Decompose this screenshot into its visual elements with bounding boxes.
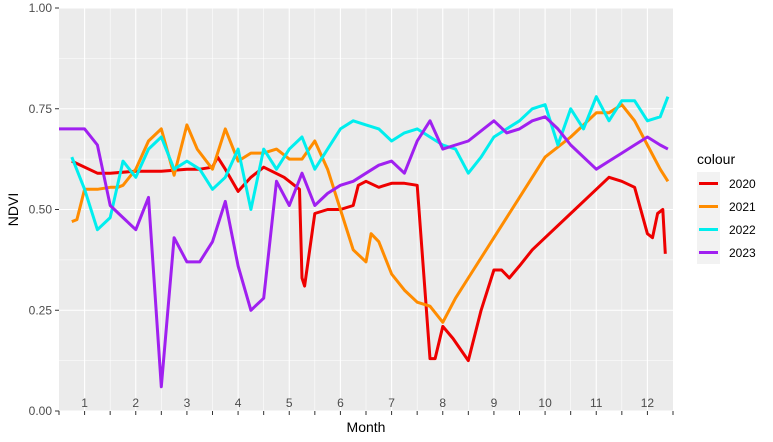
series-line-2023: [59, 115, 669, 389]
x-tick-label: 8: [439, 396, 446, 410]
x-tick-label: 3: [184, 396, 191, 410]
x-tick-label: 4: [235, 396, 242, 410]
legend-label-2022: 2022: [729, 223, 756, 237]
x-tick-label: 9: [491, 396, 498, 410]
y-tick-label: 0.75: [29, 102, 53, 116]
legend-title: colour: [697, 151, 735, 167]
legend-label-2021: 2021: [729, 200, 756, 214]
x-tick-label: 7: [388, 396, 395, 410]
legend-label-2020: 2020: [729, 177, 756, 191]
y-axis-title: NDVI: [5, 193, 21, 226]
y-tick-label: 0.00: [29, 404, 53, 418]
x-tick-label: 1: [81, 396, 88, 410]
x-tick-label: 6: [337, 396, 344, 410]
x-tick-label: 10: [538, 396, 552, 410]
y-tick-label: 0.50: [29, 203, 53, 217]
data-series: [59, 95, 670, 389]
y-tick-label: 0.25: [29, 303, 53, 317]
x-tick-label: 2: [132, 396, 139, 410]
x-tick-label: 5: [286, 396, 293, 410]
legend: colour 2020 2021 2022 2023: [697, 151, 756, 264]
legend-label-2023: 2023: [729, 246, 756, 260]
x-axis-title: Month: [347, 419, 386, 435]
x-tick-label: 12: [641, 396, 655, 410]
y-tick-label: 1.00: [29, 1, 53, 15]
axes: Month NDVI 0.000.250.500.751.001 2 3 4 5 6 7 8 9…: [5, 1, 674, 435]
x-tick-label: 11: [590, 396, 603, 410]
series-line-2022: [70, 95, 670, 232]
